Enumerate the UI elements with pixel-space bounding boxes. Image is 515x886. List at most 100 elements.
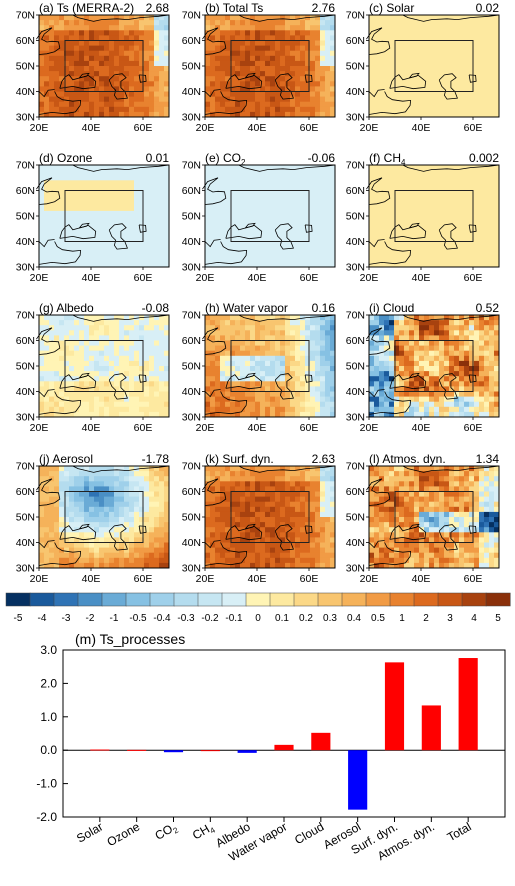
map-cell [285, 396, 291, 403]
map-cell [449, 91, 455, 98]
map-cell [305, 221, 311, 227]
map-cell [64, 86, 70, 92]
map-cell [134, 401, 140, 408]
map-cell [119, 50, 125, 57]
map-cell [250, 216, 256, 222]
map-cell [484, 226, 490, 232]
map-cell [384, 376, 390, 382]
panel-title: (f) CH4 [369, 151, 406, 167]
map-cell [384, 55, 390, 62]
map-cell [255, 345, 261, 352]
map-cell [54, 320, 60, 326]
map-cell [295, 55, 301, 62]
map-cell [374, 101, 380, 108]
map-cell [144, 406, 150, 413]
map-cell [149, 246, 155, 253]
map-cell [300, 30, 306, 36]
map-cell [215, 401, 221, 408]
map-cell [464, 236, 470, 242]
map-cell [39, 101, 45, 108]
map-cell [89, 360, 95, 367]
map-cell [489, 76, 495, 82]
map-cell [389, 76, 395, 82]
map-cell [245, 381, 251, 387]
map-cell [235, 40, 241, 47]
map-cell [69, 381, 75, 387]
map-cell [275, 91, 281, 98]
map-cell [429, 91, 435, 98]
map-cell [320, 175, 326, 181]
map-cell [369, 325, 375, 331]
map-cell [459, 190, 465, 197]
map-cell [230, 216, 236, 222]
map-cell [39, 411, 45, 418]
map-cell [79, 256, 85, 263]
map-cell [300, 396, 306, 403]
map-cell [215, 350, 221, 357]
map-cell [369, 261, 375, 268]
map-cell [124, 86, 130, 92]
map-cell [124, 325, 130, 331]
map-cell [240, 210, 246, 217]
map-cell [240, 25, 246, 31]
map-cell [139, 60, 145, 67]
map-cell [464, 406, 470, 413]
map-cell [330, 195, 336, 202]
map-cell [79, 50, 85, 57]
map-cell [310, 195, 316, 202]
map-cell [260, 246, 266, 253]
map-cell [444, 226, 450, 232]
map-cell [374, 111, 380, 118]
map-cell [39, 371, 45, 377]
map-cell [300, 210, 306, 217]
map-cell [39, 216, 45, 222]
map-cell [280, 241, 286, 248]
map-cell [424, 170, 430, 176]
map-cell [374, 320, 380, 326]
map-cell [235, 381, 241, 387]
coastline [204, 239, 221, 248]
map-cell [384, 86, 390, 92]
map-cell [64, 391, 70, 398]
map-cell [280, 35, 286, 41]
map-cell [330, 96, 336, 103]
map-cell [389, 371, 395, 377]
map-cell [59, 231, 65, 237]
map-cell [205, 325, 211, 331]
map-cell [434, 371, 440, 377]
map-cell [44, 542, 50, 549]
map-cell [84, 35, 90, 41]
map-cell [144, 231, 150, 237]
map-cell [379, 91, 385, 98]
map-cell [454, 165, 460, 171]
coastline [72, 164, 170, 172]
map-cell [444, 205, 450, 212]
map-cell [414, 261, 420, 268]
map-cell [139, 20, 145, 26]
map-cell [59, 330, 65, 336]
map-cell [124, 25, 130, 31]
map-cell [424, 180, 430, 186]
map-cell [54, 335, 60, 341]
region-box [230, 190, 310, 242]
map-cell [99, 50, 105, 57]
map-cell [164, 40, 170, 47]
map-cell [104, 55, 110, 62]
map-cell [449, 411, 455, 418]
map-cell [260, 371, 266, 377]
map-cell [434, 15, 440, 21]
map-cell [374, 205, 380, 212]
map-cell [49, 165, 55, 171]
map-cell [429, 335, 435, 341]
map-cell [439, 205, 445, 212]
map-cell [305, 251, 311, 258]
map-cell [59, 35, 65, 41]
map-cell [280, 315, 286, 321]
map-cell [104, 241, 110, 248]
map-cell [79, 55, 85, 62]
map-cell [419, 345, 425, 352]
map-cell [114, 180, 120, 186]
map-cell [394, 261, 400, 268]
map-cell [449, 355, 455, 362]
map-cell [250, 330, 256, 336]
